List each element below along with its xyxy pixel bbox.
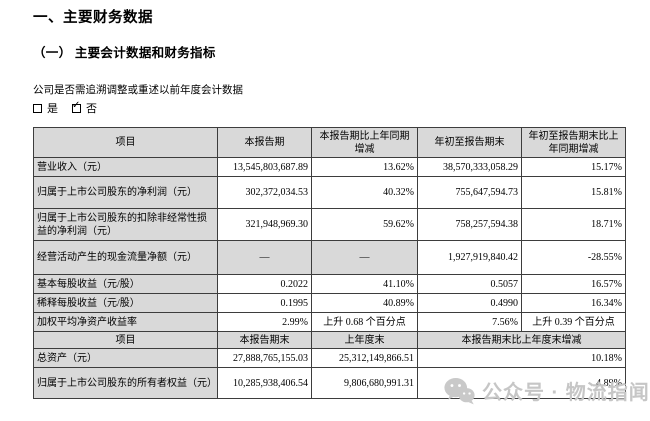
cell-value: 302,372,034.53 — [217, 176, 312, 209]
table-row-cash-flow: 经营活动产生的现金流量净额（元） — — 1,927,919,840.42 -2… — [33, 240, 626, 275]
watermark: 公众号 · 物流指闻 — [444, 376, 650, 405]
table-row-diluted-eps: 稀释每股收益（元/股） 0.1995 40.89% 0.4990 16.34% — [33, 293, 626, 313]
table-row-equity: 归属于上市公司股东的所有者权益（元） 10,285,938,406.54 9,8… — [33, 367, 626, 399]
row-label: 归属于上市公司股东的净利润（元） — [33, 176, 218, 209]
cell-value: -28.55% — [521, 240, 626, 275]
table-row-net-profit: 归属于上市公司股东的净利润（元） 302,372,034.53 40.32% 7… — [33, 176, 626, 209]
checkbox-no-label: 否 — [86, 103, 97, 115]
cell-value: 0.4990 — [417, 293, 522, 313]
restatement-checkboxes: 是 ✓ 否 — [33, 100, 97, 116]
cell-value: 13.62% — [311, 157, 418, 177]
row-label: 经营活动产生的现金流量净额（元） — [33, 240, 218, 275]
cell-value: 16.57% — [521, 274, 626, 294]
cell-value: 15.17% — [521, 157, 626, 177]
cell-value: 16.34% — [521, 293, 626, 313]
cell-value: 41.10% — [311, 274, 418, 294]
row-label: 营业收入（元） — [33, 157, 218, 177]
page-title: 一、主要财务数据 — [33, 10, 153, 26]
cell-value: 321,948,969.30 — [217, 208, 312, 241]
restatement-question: 公司是否需追溯调整或重述以前年度会计数据 — [33, 85, 243, 96]
cell-value: 40.32% — [311, 176, 418, 209]
cell-value: 0.1995 — [217, 293, 312, 313]
table-row-total-assets: 总资产（元） 27,888,765,155.03 25,312,149,866.… — [33, 348, 626, 368]
col-header-item-2: 项目 — [33, 331, 218, 349]
wechat-icon — [444, 377, 475, 404]
col-header-item: 项目 — [33, 127, 218, 158]
check-mark-icon: ✓ — [72, 99, 81, 111]
cell-value: 15.81% — [521, 176, 626, 209]
col-header-period-change: 本报告期比上年同期增减 — [311, 127, 418, 158]
cell-value: 40.89% — [311, 293, 418, 313]
cell-value: 2.99% — [217, 312, 312, 332]
cell-value: 13,545,803,687.89 — [217, 157, 312, 177]
col-header-ytd-change: 年初至报告期末比上年同期增减 — [521, 127, 626, 158]
row-label: 归属于上市公司股东的所有者权益（元） — [33, 367, 218, 399]
col-header-ytd: 年初至报告期末 — [417, 127, 522, 158]
table-header-row: 项目 本报告期 本报告期比上年同期增减 年初至报告期末 年初至报告期末比上年同期… — [33, 127, 626, 158]
cell-value: 上升 0.39 个百分点 — [521, 312, 626, 332]
cell-value: 755,647,594.73 — [417, 176, 522, 209]
cell-value: 10.18% — [417, 348, 626, 368]
col-header-period-end: 本报告期末 — [217, 331, 312, 349]
row-label: 稀释每股收益（元/股） — [33, 293, 218, 313]
cell-value: — — [217, 240, 312, 275]
cell-value: 上升 0.68 个百分点 — [311, 312, 418, 332]
table-row-revenue: 营业收入（元） 13,545,803,687.89 13.62% 38,570,… — [33, 157, 626, 177]
col-header-prior-year-end: 上年度末 — [311, 331, 418, 349]
checkbox-no-icon: ✓ — [72, 99, 81, 113]
row-label: 基本每股收益（元/股） — [33, 274, 218, 294]
section-subtitle: （一） 主要会计数据和财务指标 — [33, 46, 216, 60]
cell-value: 9,806,680,991.31 — [311, 367, 418, 399]
cell-value: 18.71% — [521, 208, 626, 241]
row-label: 加权平均净资产收益率 — [33, 312, 218, 332]
table-row-basic-eps: 基本每股收益（元/股） 0.2022 41.10% 0.5057 16.57% — [33, 274, 626, 294]
cell-value: 7.56% — [417, 312, 522, 332]
table-row-net-profit-deducted: 归属于上市公司股东的扣除非经常性损益的净利润（元） 321,948,969.30… — [33, 208, 626, 241]
table-header-row-2: 项目 本报告期末 上年度末 本报告期末比上年度末增减 — [33, 331, 626, 349]
cell-value: 1,927,919,840.42 — [417, 240, 522, 275]
cell-value: 758,257,594.38 — [417, 208, 522, 241]
table-row-roe: 加权平均净资产收益率 2.99% 上升 0.68 个百分点 7.56% 上升 0… — [33, 312, 626, 332]
row-label: 归属于上市公司股东的扣除非经常性损益的净利润（元） — [33, 208, 218, 241]
cell-value: 25,312,149,866.51 — [311, 348, 418, 368]
col-header-period-end-change: 本报告期末比上年度末增减 — [417, 331, 626, 349]
checkbox-yes-label: 是 — [47, 103, 58, 115]
watermark-text: 公众号 · 物流指闻 — [482, 382, 650, 404]
cell-value: 0.2022 — [217, 274, 312, 294]
checkbox-yes-icon — [33, 103, 42, 113]
cell-value: 0.5057 — [417, 274, 522, 294]
financial-table: 项目 本报告期 本报告期比上年同期增减 年初至报告期末 年初至报告期末比上年同期… — [33, 127, 626, 399]
cell-value: 10,285,938,406.54 — [217, 367, 312, 399]
col-header-current-period: 本报告期 — [217, 127, 312, 158]
cell-value: 59.62% — [311, 208, 418, 241]
cell-value: 27,888,765,155.03 — [217, 348, 312, 368]
row-label: 总资产（元） — [33, 348, 218, 368]
cell-value: 38,570,333,058.29 — [417, 157, 522, 177]
cell-value: — — [311, 240, 418, 275]
